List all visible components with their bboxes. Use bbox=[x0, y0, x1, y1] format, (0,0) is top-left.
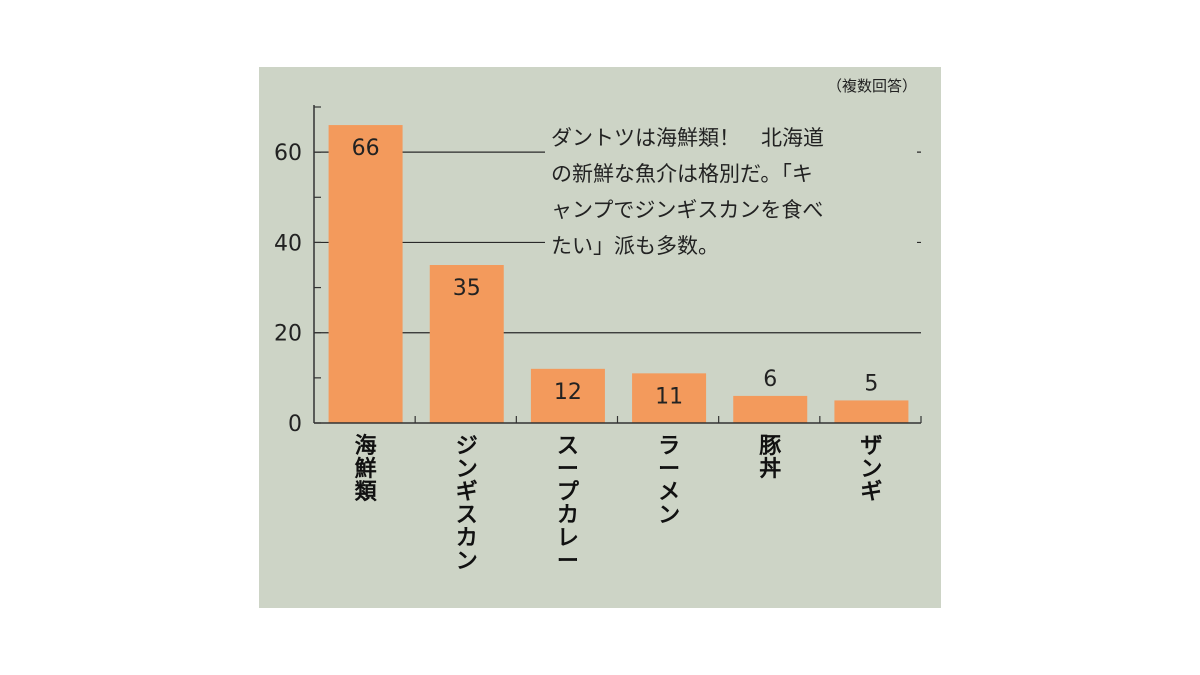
bar-5 bbox=[733, 395, 808, 423]
value-label: 5 bbox=[864, 371, 878, 396]
bar-1 bbox=[328, 125, 403, 424]
svg-text:カ: カ bbox=[557, 503, 579, 528]
svg-text:ン: ン bbox=[456, 549, 478, 574]
svg-text:ラ: ラ bbox=[658, 434, 680, 459]
svg-text:ン: ン bbox=[860, 457, 882, 482]
y-tick-label: 20 bbox=[274, 322, 302, 347]
svg-text:鮮: 鮮 bbox=[355, 456, 377, 482]
y-tick-label: 60 bbox=[274, 141, 302, 166]
svg-text:ー: ー bbox=[557, 549, 579, 574]
chart-panel: （複数回答） 0 20 40 60 66 海鮮類 35 ジンギスカン 12 スープカレー 11 ラーメ… bbox=[259, 67, 941, 608]
bar-3 bbox=[530, 368, 605, 423]
svg-text:メ: メ bbox=[658, 480, 680, 505]
svg-text:ン: ン bbox=[456, 457, 478, 482]
category-label: ジンギスカン bbox=[456, 434, 478, 574]
annotation-line: ダントツは海鮮類！ 北海道 bbox=[551, 126, 824, 150]
note-label: （複数回答） bbox=[827, 77, 917, 95]
category-label: 豚丼 bbox=[759, 434, 781, 482]
value-label: 35 bbox=[453, 276, 481, 301]
svg-text:プ: プ bbox=[557, 480, 580, 505]
svg-text:ー: ー bbox=[658, 457, 680, 482]
svg-text:豚: 豚 bbox=[759, 434, 781, 459]
annotation-background bbox=[545, 117, 917, 267]
svg-text:ジ: ジ bbox=[456, 434, 478, 459]
y-tick-label: 40 bbox=[274, 231, 302, 256]
bar-4 bbox=[632, 373, 707, 423]
category-label: 海鮮類 bbox=[355, 433, 378, 505]
annotation-line: の新鮮な魚介は格別だ。「キ bbox=[551, 162, 813, 186]
value-label: 6 bbox=[763, 367, 777, 392]
annotation: ダントツは海鮮類！ 北海道の新鮮な魚介は格別だ。「キャンプでジンギスカンを食べた… bbox=[545, 117, 917, 267]
value-label: 11 bbox=[655, 384, 683, 409]
category-label: ザンギ bbox=[860, 434, 882, 505]
svg-text:丼: 丼 bbox=[759, 457, 781, 482]
svg-text:ー: ー bbox=[557, 457, 579, 482]
bar-6 bbox=[834, 400, 909, 423]
annotation-line: たい」派も多数。 bbox=[551, 234, 719, 258]
svg-text:レ: レ bbox=[557, 526, 579, 551]
y-tick-label: 0 bbox=[288, 412, 302, 437]
svg-text:カ: カ bbox=[456, 526, 478, 551]
svg-text:ギ: ギ bbox=[860, 480, 882, 505]
svg-text:ス: ス bbox=[456, 503, 478, 528]
svg-text:ン: ン bbox=[658, 503, 680, 528]
svg-text:ス: ス bbox=[557, 434, 579, 459]
svg-text:ギ: ギ bbox=[456, 480, 478, 505]
value-label: 66 bbox=[352, 136, 380, 161]
annotation-line: ャンプでジンギスカンを食べ bbox=[551, 198, 823, 222]
bar-2 bbox=[429, 265, 504, 423]
svg-text:海: 海 bbox=[355, 433, 377, 459]
svg-text:ザ: ザ bbox=[860, 434, 882, 459]
value-label: 12 bbox=[554, 380, 582, 405]
svg-text:類: 類 bbox=[355, 480, 378, 505]
